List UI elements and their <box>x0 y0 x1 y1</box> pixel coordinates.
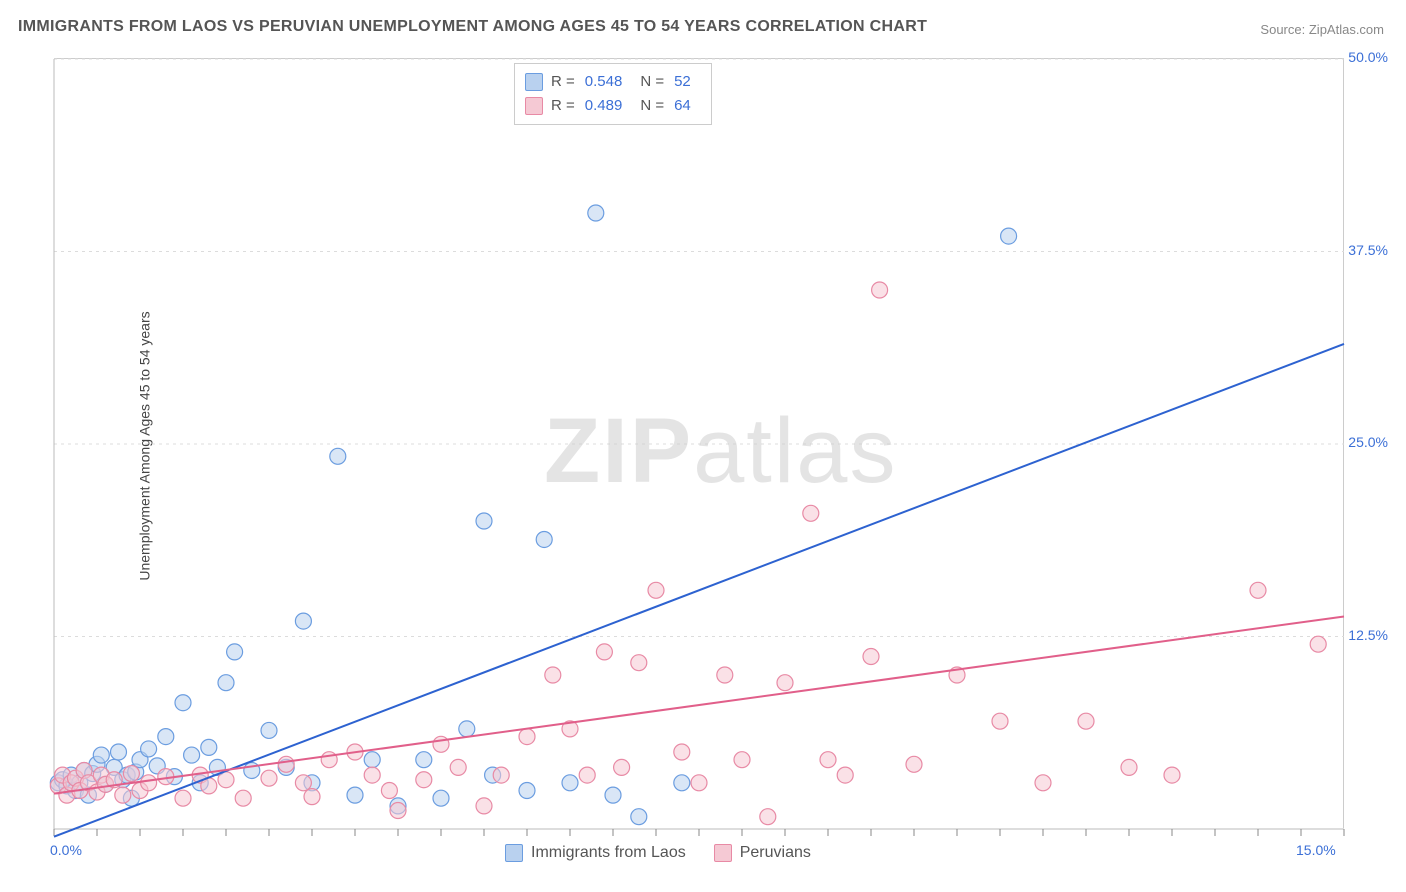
legend-r-label: R = <box>551 94 575 118</box>
legend-r-value: 0.489 <box>585 94 623 118</box>
legend-row-laos: R = 0.548 N = 52 <box>525 70 701 94</box>
legend-n-value: 52 <box>674 70 691 94</box>
legend-swatch-laos <box>525 73 543 91</box>
legend-r-label: R = <box>551 70 575 94</box>
legend-swatch-peruvians <box>525 97 543 115</box>
x-tick-label: 15.0% <box>1296 842 1336 858</box>
source-link[interactable]: ZipAtlas.com <box>1309 22 1384 37</box>
y-tick-label: 37.5% <box>1348 242 1388 258</box>
x-tick-label: 0.0% <box>50 842 82 858</box>
legend-r-value: 0.548 <box>585 70 623 94</box>
legend-n-label: N = <box>640 94 664 118</box>
legend-swatch-peruvians <box>714 844 732 862</box>
y-tick-label: 25.0% <box>1348 434 1388 450</box>
series-legend: Immigrants from Laos Peruvians <box>505 844 811 862</box>
plot-area: ZIPatlas R =0.548N =52R =0.489N =64 <box>54 58 1344 828</box>
legend-swatch-laos <box>505 844 523 862</box>
y-tick-label: 12.5% <box>1348 627 1388 643</box>
correlation-legend: R = 0.548 N = 52 R = 0.489 N = 64 <box>514 63 712 125</box>
chart-container: IMMIGRANTS FROM LAOS VS PERUVIAN UNEMPLO… <box>0 0 1406 892</box>
legend-row-peruvians: R = 0.489 N = 64 <box>525 94 701 118</box>
series-legend-item-peruvians: Peruvians <box>714 844 811 862</box>
chart-title: IMMIGRANTS FROM LAOS VS PERUVIAN UNEMPLO… <box>18 18 927 36</box>
series-legend-label: Peruvians <box>740 844 811 862</box>
series-legend-item-laos: Immigrants from Laos <box>505 844 686 862</box>
legend-n-label: N = <box>640 70 664 94</box>
series-legend-label: Immigrants from Laos <box>531 844 686 862</box>
source-attribution: Source: ZipAtlas.com <box>1260 22 1384 37</box>
scatter-plot-svg <box>54 59 1343 828</box>
legend-n-value: 64 <box>674 94 691 118</box>
y-tick-label: 50.0% <box>1348 49 1388 65</box>
source-label: Source: <box>1260 22 1305 37</box>
